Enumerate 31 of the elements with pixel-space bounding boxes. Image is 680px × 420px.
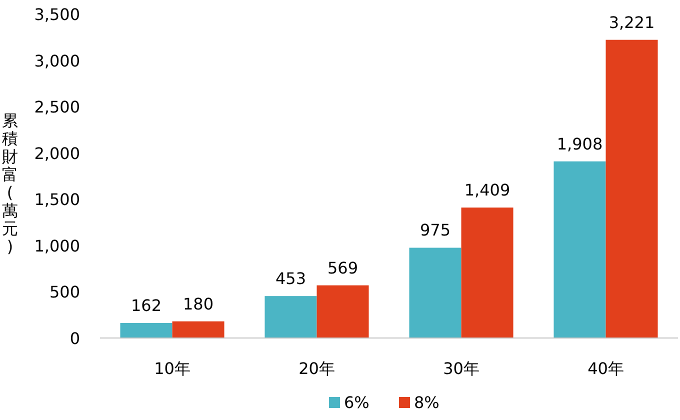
legend-label: 8% — [414, 393, 440, 412]
x-tick-label: 20年 — [298, 359, 335, 378]
bar — [264, 296, 317, 338]
data-label: 453 — [275, 269, 306, 288]
y-tick-label: 3,500 — [34, 5, 80, 24]
bar — [172, 321, 224, 338]
y-tick-label: 3,000 — [34, 51, 80, 70]
data-label: 975 — [420, 220, 451, 240]
data-label: 162 — [130, 296, 162, 316]
x-tick-label: 40年 — [588, 359, 624, 378]
y-tick-label: 1,500 — [34, 190, 80, 210]
x-tick-label: 30年 — [443, 359, 480, 378]
bar — [554, 161, 606, 338]
data-label: 1,409 — [464, 180, 510, 200]
data-label: 569 — [327, 258, 358, 278]
data-label: 3,221 — [608, 12, 655, 32]
bar — [461, 208, 514, 338]
y-tick-label: 500 — [49, 282, 80, 302]
bar — [409, 248, 462, 338]
data-label: 180 — [182, 294, 214, 314]
bar — [316, 285, 369, 338]
data-label: 1,908 — [556, 134, 603, 154]
y-axis-title: 累積財富(萬元) — [2, 111, 18, 256]
y-tick-label: 0 — [70, 329, 80, 348]
bar — [120, 323, 172, 338]
y-tick-label: 2,500 — [34, 98, 80, 117]
legend-label: 6% — [344, 393, 370, 412]
y-tick-label: 2,000 — [34, 144, 80, 163]
bar — [606, 40, 658, 338]
x-tick-label: 10年 — [154, 359, 190, 378]
y-tick-label: 1,000 — [34, 236, 80, 256]
